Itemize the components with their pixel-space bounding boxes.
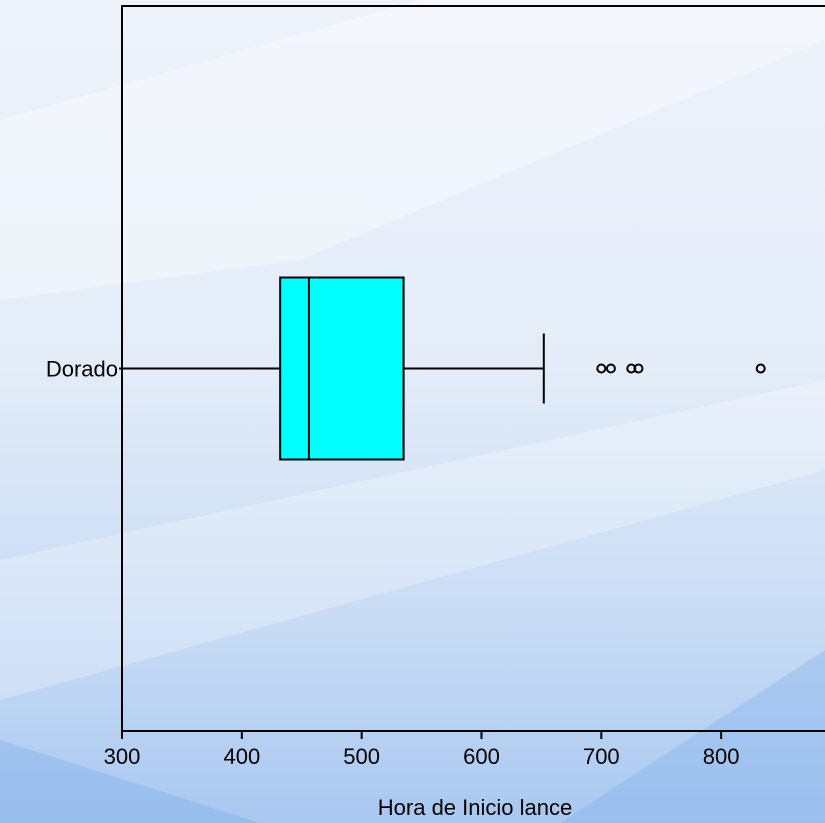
outlier-point [755,363,766,374]
x-tick-label: 700 [583,744,620,769]
outlier-point [633,363,644,374]
outlier-point [596,363,607,374]
x-tick-label: 500 [343,744,380,769]
x-tick-label: 800 [703,744,740,769]
x-axis-title: Hora de Inicio lance [378,795,572,820]
category-label: Dorado [46,357,118,382]
iqr-box [279,276,405,461]
x-tick-label: 300 [104,744,141,769]
x-tick-label: 400 [223,744,260,769]
x-tick-label: 600 [463,744,500,769]
outlier-point [605,363,616,374]
